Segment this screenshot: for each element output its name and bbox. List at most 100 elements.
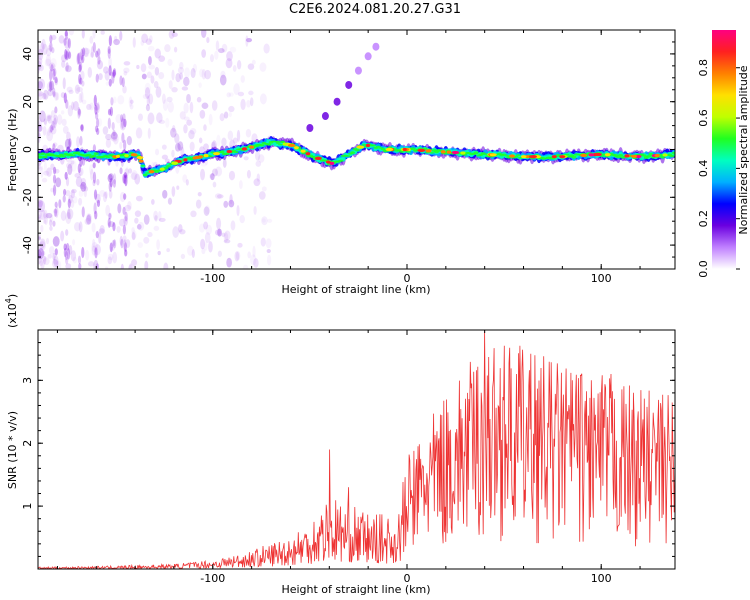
heatmap-cell [72, 195, 78, 204]
heatmap-cell [38, 214, 41, 219]
heatmap-cell [124, 211, 128, 222]
heatmap-cell [72, 256, 77, 264]
heatmap-cell [108, 78, 112, 87]
heatmap-cell [60, 230, 65, 242]
heatmap-cell [236, 205, 240, 217]
heatmap-cell [123, 193, 127, 200]
heatmap-cell [134, 217, 139, 224]
heatmap-cell [131, 259, 138, 267]
heatmap-cell [64, 48, 68, 60]
heatmap-cell [243, 156, 249, 161]
heatmap-cell [49, 225, 53, 231]
heatmap-cell [179, 61, 184, 70]
heatmap-cell [205, 224, 213, 235]
heatmap-cell [107, 256, 113, 265]
heatmap-cell [501, 153, 507, 156]
heatmap-cell [80, 177, 87, 187]
heatmap-cell [70, 154, 76, 157]
heatmap-cell [293, 146, 299, 150]
heatmap-cell [210, 173, 215, 181]
y-tick-label: 2 [21, 440, 34, 447]
heatmap-cell [253, 178, 261, 187]
heatmap-cell [564, 153, 570, 156]
heatmap-cell [211, 100, 218, 111]
heatmap-cell [110, 97, 114, 106]
heatmap-cell [261, 216, 268, 226]
heatmap-cell [113, 133, 119, 145]
heatmap-cell [134, 173, 141, 185]
heatmap-cell [50, 187, 55, 193]
heatmap-cell [504, 154, 509, 157]
heatmap-cell [521, 155, 527, 159]
heatmap-cell [51, 258, 59, 268]
heatmap-cell [123, 174, 127, 185]
heatmap-cell [178, 229, 186, 235]
heatmap-cell [70, 189, 75, 199]
heatmap-cell [68, 194, 73, 204]
heatmap-cell [147, 112, 155, 125]
heatmap-cell [74, 84, 80, 94]
heatmap-cell [145, 103, 151, 112]
heatmap-cell [104, 266, 109, 269]
heatmap-cell [144, 260, 149, 269]
spectrogram-x-axis-label: Height of straight line (km) [281, 283, 430, 296]
heatmap-cell [654, 153, 660, 158]
heatmap-cell [94, 210, 98, 220]
heatmap-cell [65, 189, 71, 197]
heatmap-cell [49, 34, 53, 43]
heatmap-cell [123, 139, 127, 151]
heatmap-cell [56, 114, 63, 125]
heatmap-cell [98, 228, 105, 235]
heatmap-cell [200, 238, 206, 250]
heatmap-cell [90, 45, 94, 58]
heatmap-cell [146, 71, 152, 79]
heatmap-cell [212, 181, 217, 188]
heatmap-cell [145, 172, 150, 174]
heatmap-cell [148, 93, 154, 105]
heatmap-cell [121, 77, 125, 88]
heatmap-cell [214, 50, 219, 60]
heatmap-cell [67, 208, 71, 220]
heatmap-cell [183, 102, 189, 114]
heatmap-cell [100, 30, 105, 35]
heatmap-cell [79, 77, 83, 85]
heatmap-cell [53, 117, 57, 129]
heatmap-cell [247, 63, 255, 70]
heatmap-cell [47, 253, 53, 259]
heatmap-cell [78, 263, 82, 269]
heatmap-cell [229, 193, 233, 205]
heatmap-cell [61, 60, 66, 68]
heatmap-cell [131, 170, 138, 181]
heatmap-cell [300, 149, 306, 153]
heatmap-cell [204, 232, 211, 244]
heatmap-cell [314, 156, 322, 160]
heatmap-cell [107, 46, 111, 54]
heatmap-cell [52, 68, 56, 81]
heatmap-cell [92, 171, 97, 184]
heatmap-cell [364, 52, 372, 61]
heatmap-cell [190, 68, 196, 79]
heatmap-cell [232, 137, 238, 144]
heatmap-cell [46, 114, 52, 119]
heatmap-cell [183, 76, 190, 87]
heatmap-cell [248, 90, 254, 96]
heatmap-cell [54, 76, 58, 84]
heatmap-cell [146, 95, 150, 107]
heatmap-cell [216, 228, 221, 236]
heatmap-cell [77, 108, 81, 115]
heatmap-cell [94, 244, 101, 256]
heatmap-cell [189, 101, 194, 114]
heatmap-cell [81, 99, 87, 105]
heatmap-cell [179, 111, 186, 120]
snr-y-multiplier: (x104) [4, 294, 19, 328]
heatmap-cell [48, 126, 53, 134]
heatmap-cell [112, 221, 116, 232]
heatmap-cell [259, 62, 267, 72]
heatmap-cell [365, 143, 371, 148]
heatmap-cell [53, 68, 57, 77]
heatmap-cell [80, 124, 84, 132]
heatmap-cell [203, 143, 209, 151]
heatmap-cell [83, 53, 89, 58]
heatmap-cell [238, 180, 243, 190]
heatmap-cell [65, 229, 69, 236]
